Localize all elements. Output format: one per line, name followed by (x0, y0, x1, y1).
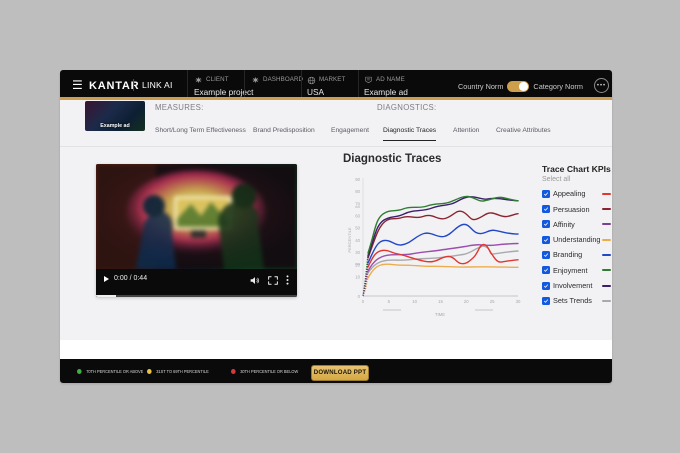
svg-text:PERCENTILE: PERCENTILE (347, 227, 352, 252)
svg-text:70: 70 (355, 201, 360, 206)
svg-text:90: 90 (355, 177, 360, 182)
svg-text:30: 30 (516, 299, 521, 304)
svg-text:40: 40 (355, 238, 360, 243)
svg-text:0: 0 (358, 294, 361, 299)
svg-text:15: 15 (438, 299, 443, 304)
svg-text:5: 5 (388, 299, 391, 304)
svg-text:10: 10 (412, 299, 417, 304)
svg-text:TIME: TIME (435, 312, 445, 317)
svg-text:20: 20 (464, 299, 469, 304)
svg-text:20: 20 (355, 262, 360, 267)
svg-text:80: 80 (355, 189, 360, 194)
svg-text:50: 50 (355, 226, 360, 231)
svg-text:30: 30 (355, 250, 360, 255)
svg-text:0: 0 (362, 299, 365, 304)
svg-text:60: 60 (355, 214, 360, 219)
svg-text:10: 10 (355, 275, 360, 280)
svg-text:25: 25 (490, 299, 495, 304)
